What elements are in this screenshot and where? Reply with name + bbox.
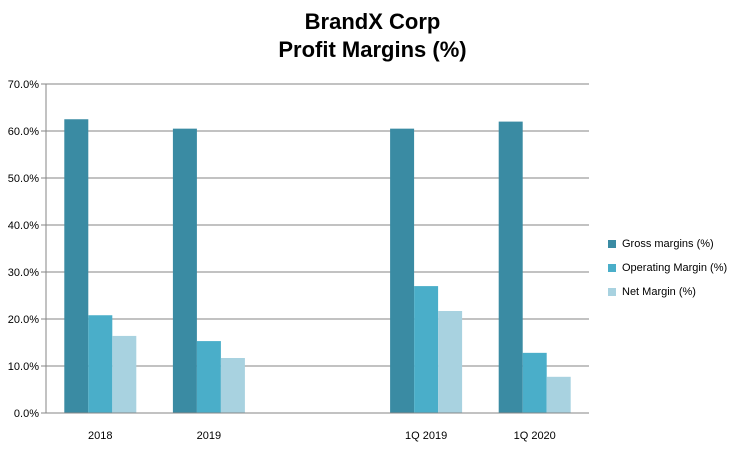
bar [414,286,438,413]
y-tick-label: 60.0% [8,126,39,138]
legend: Gross margins (%) Operating Margin (%) Net… [608,232,727,304]
legend-item: Operating Margin (%) [608,256,727,280]
bar [197,341,221,413]
y-tick-labels: 0.0% 10.0% 20.0% 30.0% 40.0% 50.0% 60.0% 70.0% [8,79,39,420]
legend-swatch [608,240,616,248]
x-tick-label: 2018 [88,430,112,442]
bar [438,311,462,413]
y-tick-label: 40.0% [8,220,39,232]
legend-item: Gross margins (%) [608,232,727,256]
bar [523,353,547,413]
bar [390,129,414,413]
y-tick-label: 0.0% [14,408,39,420]
legend-swatch [608,288,616,296]
bar [173,129,197,413]
x-tick-label: 2019 [197,430,221,442]
y-tick-label: 70.0% [8,79,39,91]
legend-swatch [608,264,616,272]
y-tick-label: 50.0% [8,173,39,185]
bar [88,315,112,413]
y-tick-label: 30.0% [8,267,39,279]
y-tick-label: 10.0% [8,361,39,373]
x-tick-label: 1Q 2019 [405,430,447,442]
y-tick-label: 20.0% [8,314,39,326]
x-tick-labels: 2018 2019 1Q 2019 1Q 2020 [88,430,556,442]
x-tick-label: 1Q 2020 [514,430,556,442]
bar [112,336,136,413]
legend-item: Net Margin (%) [608,280,727,304]
bar [547,377,571,413]
bar [499,122,523,413]
legend-label: Operating Margin (%) [622,262,727,274]
bar [221,358,245,413]
bars [64,119,570,413]
bar [64,119,88,413]
legend-label: Gross margins (%) [622,238,714,250]
legend-label: Net Margin (%) [622,286,696,298]
